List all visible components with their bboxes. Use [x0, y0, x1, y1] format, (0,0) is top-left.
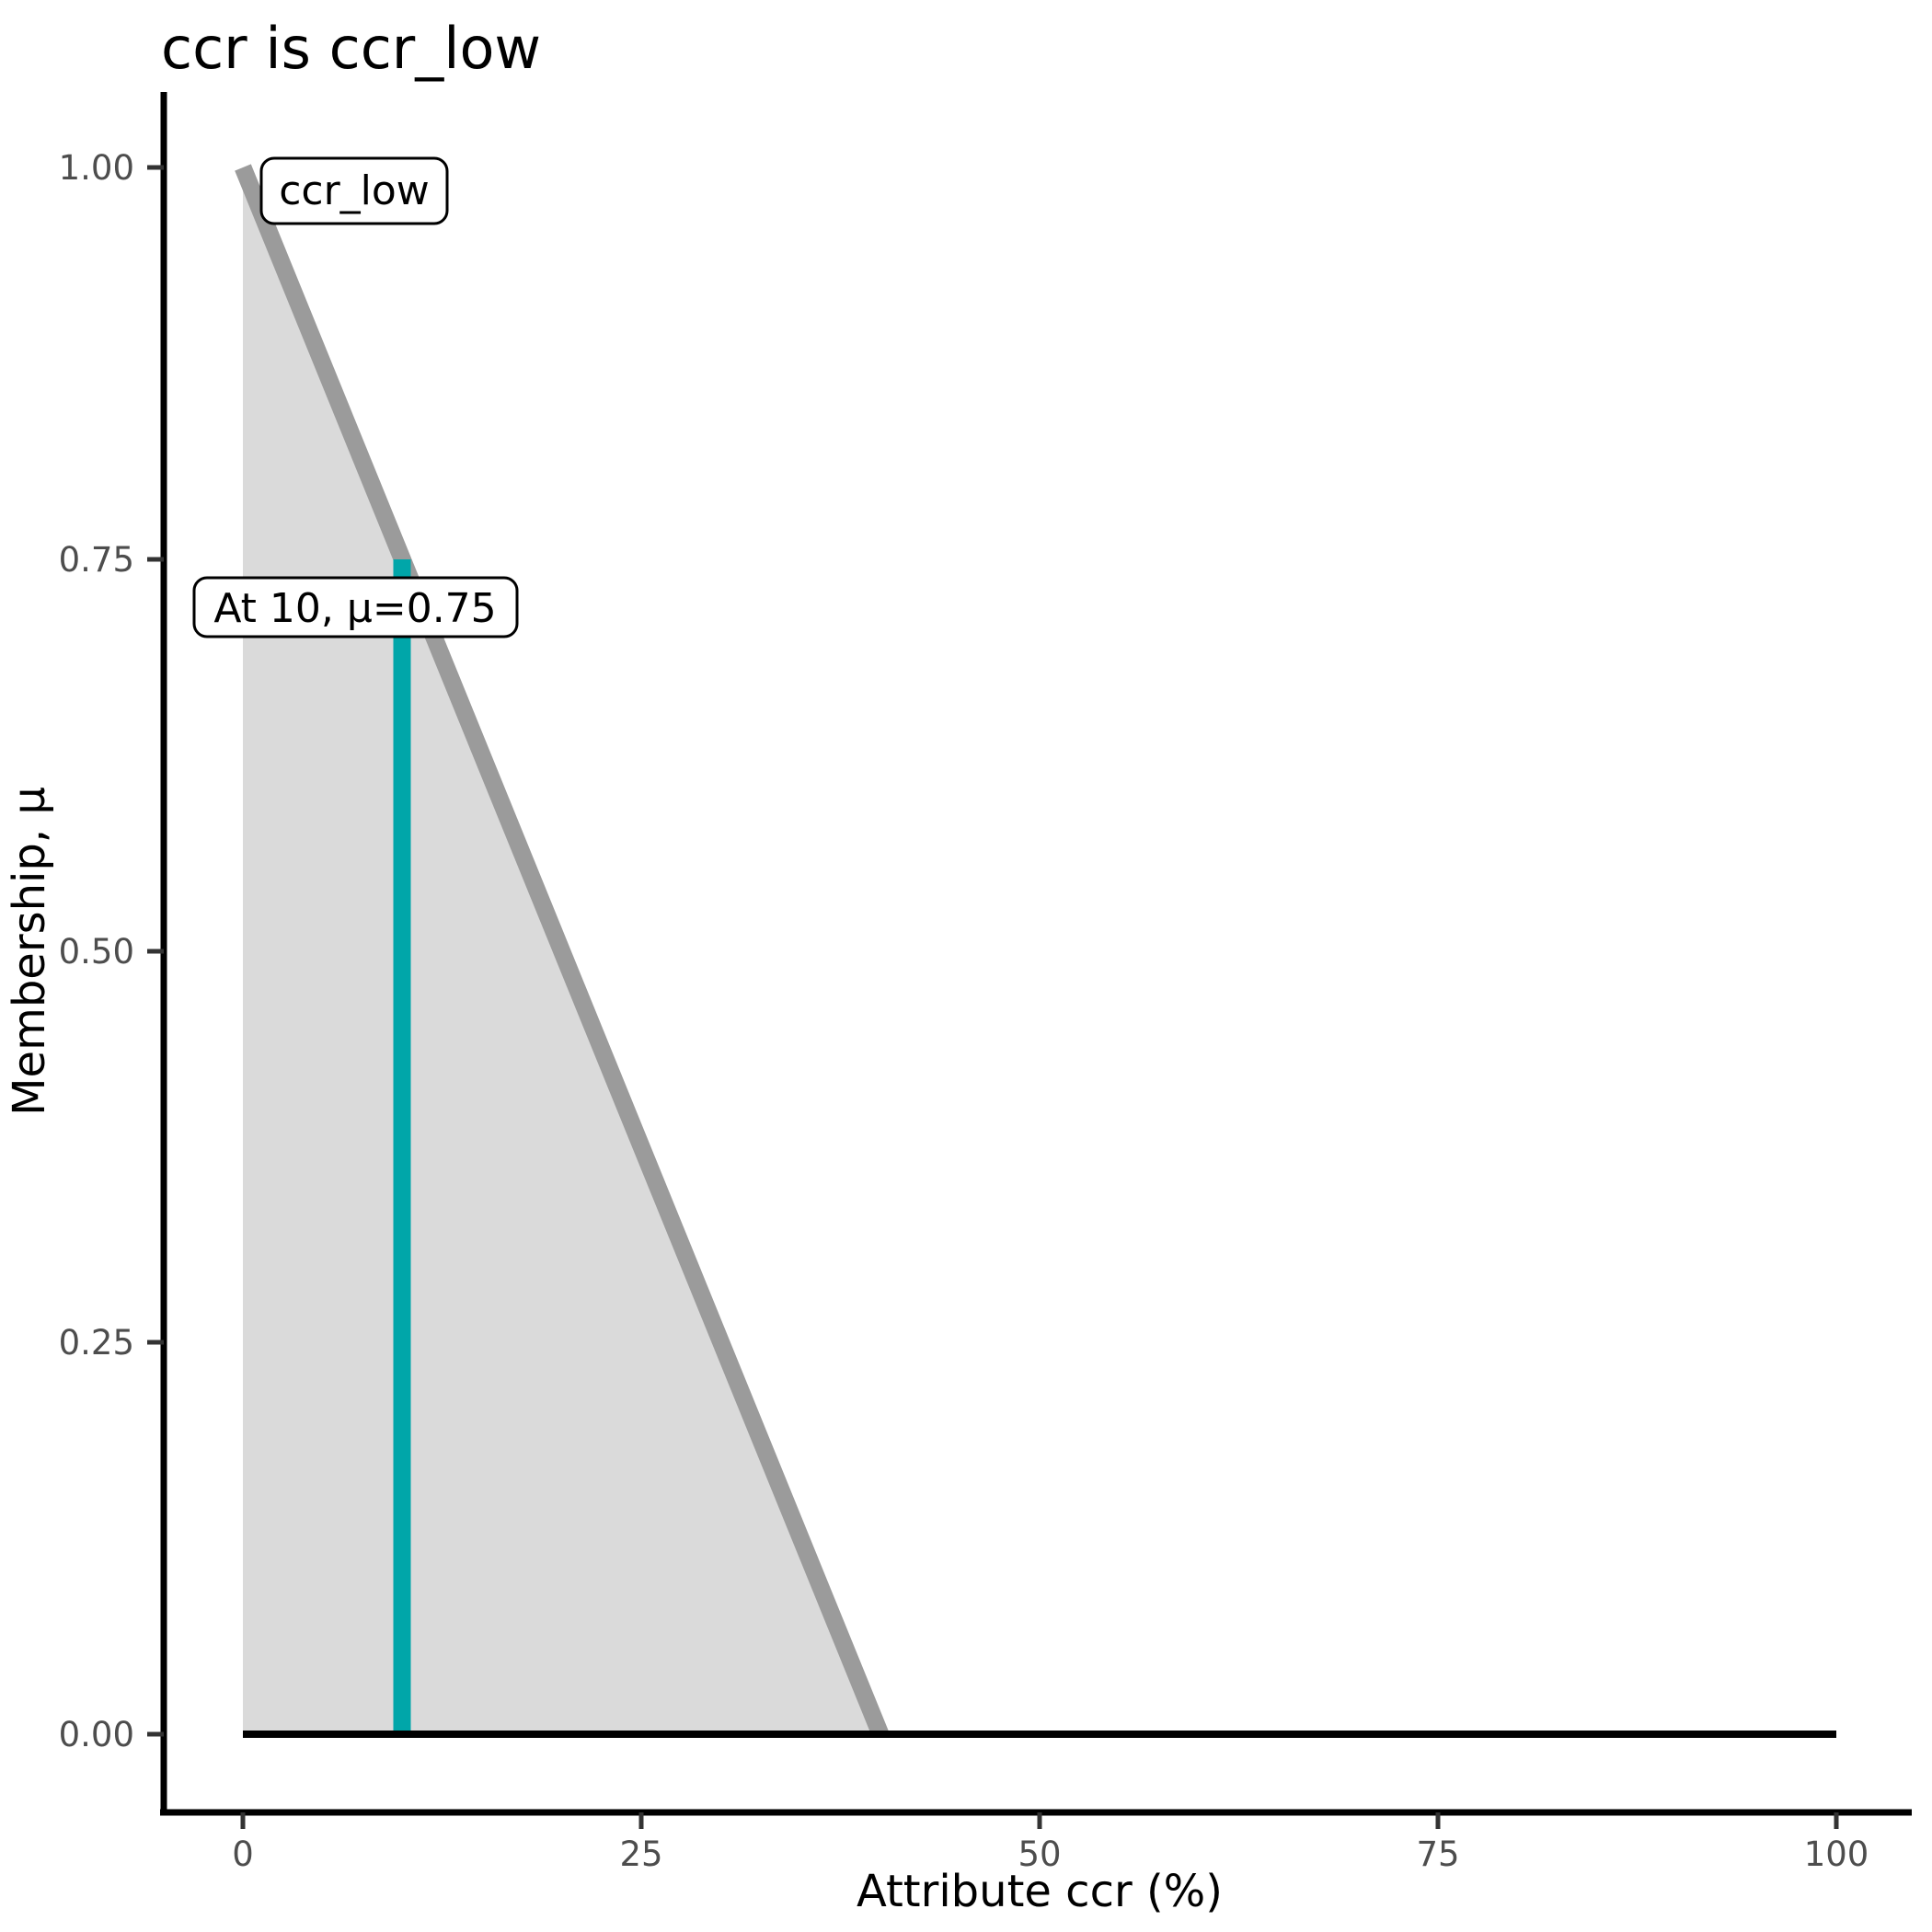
- point-label-box: [192, 576, 519, 638]
- set-label-box: [259, 156, 449, 225]
- y-tick-labels: 0.00 0.25 0.50 0.75 1.00: [59, 148, 134, 1754]
- x-tick-label: 50: [1018, 1834, 1061, 1874]
- y-tick-label: 0.25: [59, 1323, 134, 1363]
- x-tick-label: 100: [1804, 1834, 1869, 1874]
- x-tick-labels: 0 25 50 75 100: [232, 1834, 1869, 1874]
- set-label-annotation: ccr_low: [259, 156, 449, 225]
- y-axis-title: Membership, μ: [4, 787, 55, 1116]
- x-axis-title: Attribute ccr (%): [857, 1866, 1223, 1917]
- y-tick-label: 0.00: [59, 1715, 134, 1754]
- y-tick-label: 0.50: [59, 932, 134, 972]
- plot-title: ccr is ccr_low: [161, 15, 541, 82]
- y-tick-label: 0.75: [59, 540, 134, 580]
- x-tick-marks: [240, 1812, 1839, 1829]
- y-tick-label: 1.00: [59, 148, 134, 188]
- point-label-text: At 10, μ=0.75: [213, 585, 496, 632]
- y-tick-marks: [147, 165, 164, 1737]
- x-tick-label: 0: [232, 1834, 254, 1874]
- membership-line: [235, 164, 889, 1738]
- point-label-annotation: At 10, μ=0.75: [192, 576, 519, 638]
- x-tick-label: 75: [1416, 1834, 1459, 1874]
- x-tick-label: 25: [619, 1834, 662, 1874]
- set-label-text: ccr_low: [279, 167, 430, 214]
